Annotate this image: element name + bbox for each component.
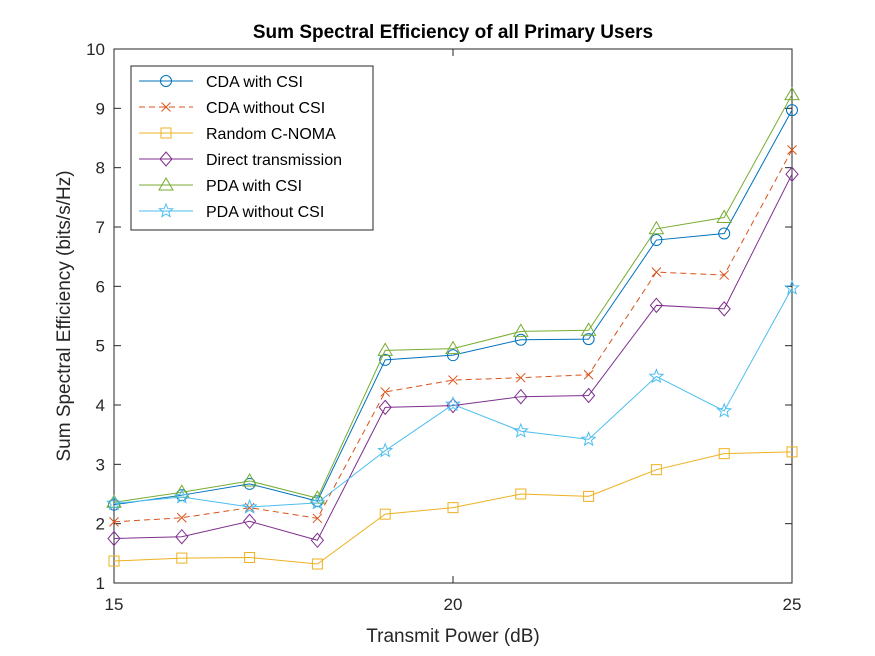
data-point-random-c-noma — [447, 502, 459, 514]
data-point-cda-without-csi — [109, 517, 119, 527]
data-point-pda-with-csi — [241, 472, 258, 487]
data-point-random-c-noma — [108, 555, 120, 567]
data-point-direct-transmission — [581, 387, 596, 404]
data-point-direct-transmission — [446, 397, 460, 414]
legend-entry: CDA without CSI — [206, 100, 325, 117]
data-point-direct-transmission — [175, 528, 189, 545]
y-tick-label: 3 — [96, 455, 105, 474]
data-point-cda-without-csi — [651, 267, 662, 277]
data-point-cda-with-csi — [379, 353, 392, 366]
legend-marker — [160, 75, 172, 87]
data-point-pda-without-csi — [173, 488, 190, 504]
data-point-direct-transmission — [717, 301, 731, 317]
x-tick-label: 15 — [105, 595, 124, 614]
data-point-direct-transmission — [107, 530, 121, 547]
legend-entry: PDA with CSI — [206, 178, 302, 195]
data-point-direct-transmission — [310, 532, 325, 549]
series-line-random-c-noma — [113, 451, 793, 565]
data-point-direct-transmission — [649, 297, 664, 314]
data-point-pda-without-csi — [377, 442, 394, 458]
legend-marker — [158, 177, 174, 191]
data-point-random-c-noma — [718, 448, 730, 460]
data-point-direct-transmission — [242, 513, 257, 530]
chart-title: Sum Spectral Efficiency of all Primary U… — [253, 22, 653, 43]
y-axis-label: Sum Spectral Efficiency (bits/s/Hz) — [54, 170, 75, 461]
data-point-pda-with-csi — [512, 323, 529, 337]
data-point-pda-without-csi — [580, 431, 597, 447]
y-tick-label: 6 — [96, 277, 105, 296]
data-point-random-c-noma — [515, 488, 527, 500]
data-point-pda-with-csi — [648, 220, 665, 235]
data-point-cda-without-csi — [515, 372, 526, 383]
y-tick-label: 7 — [96, 218, 105, 237]
y-tick-label: 2 — [96, 515, 105, 534]
data-point-cda-with-csi — [718, 227, 731, 240]
legend-marker — [160, 127, 172, 139]
series-line-direct-transmission — [113, 173, 793, 541]
data-point-pda-without-csi — [309, 494, 326, 510]
legend-entry: PDA without CSI — [206, 204, 324, 221]
data-point-direct-transmission — [785, 166, 799, 182]
data-point-random-c-noma — [244, 551, 256, 563]
data-point-pda-with-csi — [784, 86, 800, 101]
y-tick-label: 9 — [96, 99, 105, 118]
data-point-cda-with-csi — [786, 104, 798, 117]
x-tick-label: 20 — [444, 595, 463, 614]
data-point-cda-without-csi — [719, 270, 730, 280]
data-point-random-c-noma — [379, 508, 391, 520]
data-point-pda-without-csi — [241, 498, 258, 514]
data-point-cda-with-csi — [447, 349, 459, 362]
data-point-random-c-noma — [583, 490, 595, 502]
data-point-direct-transmission — [514, 388, 528, 405]
data-point-cda-with-csi — [582, 333, 595, 346]
series-direct-transmission — [107, 166, 799, 549]
data-point-cda-without-csi — [787, 145, 797, 155]
x-axis-label: Transmit Power (dB) — [366, 626, 540, 647]
data-point-cda-without-csi — [176, 512, 187, 523]
series-line-pda-without-csi — [113, 287, 793, 508]
data-point-cda-without-csi — [448, 375, 458, 385]
x-tick-label: 25 — [783, 595, 802, 614]
series-random-c-noma — [108, 446, 798, 570]
y-tick-label: 10 — [86, 40, 105, 59]
data-point-pda-with-csi — [445, 340, 461, 355]
legend-marker — [158, 202, 174, 218]
data-point-pda-with-csi — [580, 322, 597, 336]
y-tick-label: 8 — [96, 159, 105, 178]
data-point-random-c-noma — [650, 464, 662, 476]
data-point-random-c-noma — [176, 552, 188, 564]
data-point-pda-without-csi — [784, 279, 800, 295]
data-point-pda-with-csi — [716, 209, 733, 224]
y-tick-label: 5 — [96, 337, 105, 356]
y-tick-label: 4 — [96, 396, 105, 415]
series-pda-without-csi — [106, 279, 800, 514]
data-point-pda-without-csi — [445, 396, 461, 412]
series-line-pda-with-csi — [113, 94, 793, 503]
data-point-pda-with-csi — [377, 342, 394, 356]
data-point-cda-with-csi — [650, 234, 663, 247]
data-point-pda-without-csi — [648, 368, 665, 384]
data-point-random-c-noma — [786, 446, 798, 458]
series-line-cda-without-csi — [113, 149, 793, 523]
data-point-cda-without-csi — [380, 387, 391, 397]
data-point-direct-transmission — [378, 399, 392, 416]
legend: CDA with CSI CDA without CSI Random C-NOMA… — [130, 65, 374, 231]
data-point-pda-without-csi — [512, 422, 529, 438]
legend-entry: Direct transmission — [206, 152, 342, 169]
data-point-random-c-noma — [311, 558, 323, 570]
legend-box — [130, 65, 374, 231]
data-point-cda-with-csi — [514, 333, 527, 346]
legend-entry: Random C-NOMA — [206, 126, 336, 143]
data-point-cda-without-csi — [312, 513, 323, 524]
data-point-cda-without-csi — [583, 369, 594, 380]
legend-marker — [159, 151, 173, 167]
y-tick-label: 1 — [96, 574, 105, 593]
legend-entry: CDA with CSI — [206, 74, 303, 91]
legend-marker — [161, 102, 171, 112]
data-point-pda-without-csi — [716, 402, 733, 418]
data-point-pda-without-csi — [106, 495, 122, 511]
series-line-cda-with-csi — [113, 109, 793, 506]
